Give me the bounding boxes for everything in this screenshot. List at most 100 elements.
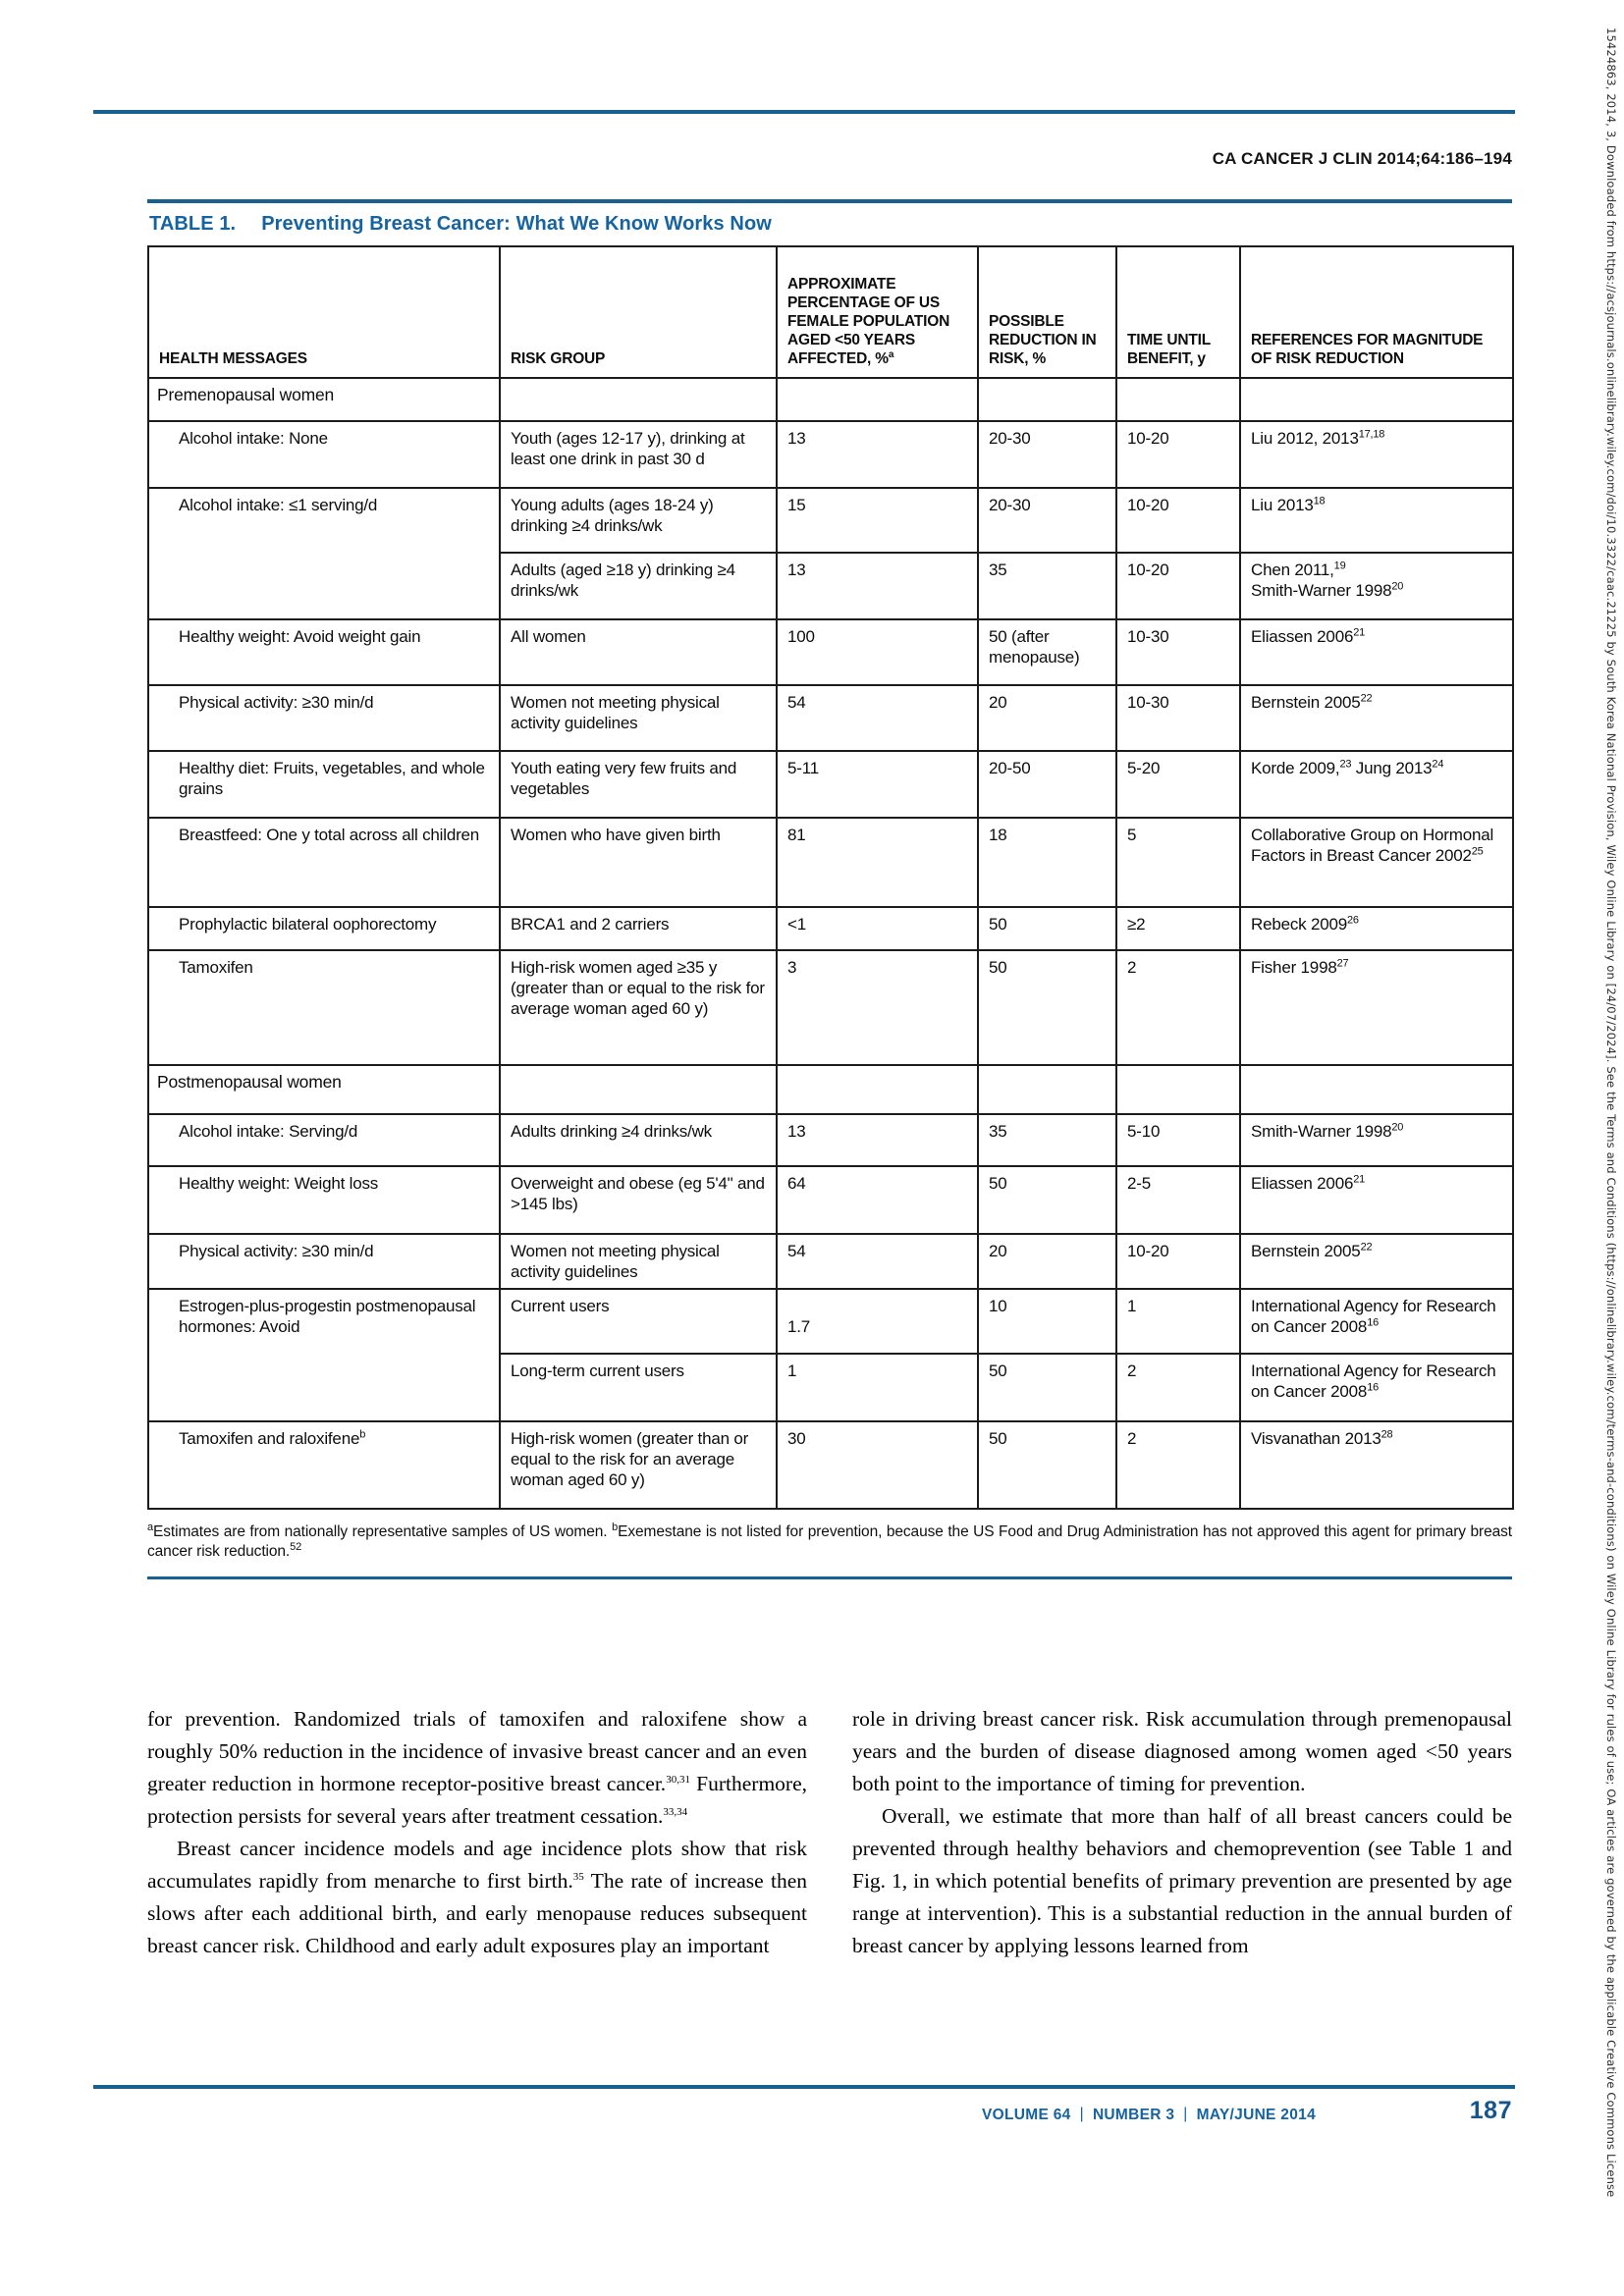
- column-header: APPROXIMATE PERCENTAGE OF US FEMALE POPU…: [776, 245, 979, 379]
- section-empty-cell: [1115, 1064, 1241, 1115]
- reduction-cell: 20: [977, 1233, 1117, 1290]
- section-empty-cell: [1115, 377, 1241, 422]
- column-header: HEALTH MESSAGES: [147, 245, 501, 379]
- pct-cell: 81: [776, 817, 979, 908]
- time-cell: ≥2: [1115, 906, 1241, 951]
- table-row: Physical activity: ≥30 min/d Women not me…: [147, 684, 1514, 752]
- section-empty-cell: [499, 1064, 778, 1115]
- refs-cell: Eliassen 200621: [1239, 618, 1514, 686]
- table-row: Healthy weight: Weight loss Overweight an…: [147, 1165, 1514, 1235]
- risk-cell: Youth (ages 12-17 y), drinking at least …: [499, 420, 778, 489]
- pct-cell: 54: [776, 1233, 979, 1290]
- column-header: RISK GROUP: [499, 245, 778, 379]
- time-cell: 5-20: [1115, 750, 1241, 819]
- table-row: Adults (aged ≥18 y) drinking ≥4 drinks/w…: [148, 552, 1514, 620]
- running-head: CA CANCER J CLIN 2014;64:186–194: [1212, 149, 1512, 168]
- page-number: 187: [1469, 2097, 1512, 2124]
- time-cell: 2-5: [1115, 1165, 1241, 1235]
- reduction-cell: 20-30: [977, 420, 1117, 489]
- time-cell: 10-20: [1115, 487, 1241, 554]
- time-cell: 10-20: [1115, 552, 1241, 620]
- refs-cell: Bernstein 200522: [1239, 1233, 1514, 1290]
- pct-cell: 100: [776, 618, 979, 686]
- table-header-row: HEALTH MESSAGES RISK GROUP APPROXIMATE PER…: [147, 245, 1514, 379]
- pct-cell: 3: [776, 949, 979, 1066]
- health-cell: Tamoxifen: [147, 949, 501, 1066]
- table-row: Breastfeed: One y total across all child…: [147, 817, 1514, 908]
- pct-cell: 54: [776, 684, 979, 752]
- sidebar-license-text: 15424863, 2014, 3, Downloaded from https…: [1604, 27, 1618, 2198]
- reduction-cell: 50 (after menopause): [977, 618, 1117, 686]
- header-rule: [93, 110, 1515, 114]
- reduction-cell: 50: [977, 1353, 1117, 1422]
- pct-cell: <1: [776, 906, 979, 951]
- reduction-cell: 50: [977, 1165, 1117, 1235]
- column-header: TIME UNTIL BENEFIT, y: [1115, 245, 1241, 379]
- time-cell: 2: [1115, 949, 1241, 1066]
- table-row: Alcohol intake: None Youth (ages 12-17 y)…: [147, 420, 1514, 489]
- pct-cell: 13: [776, 1113, 979, 1167]
- risk-cell: Women not meeting physical activity guid…: [499, 684, 778, 752]
- health-cell: Physical activity: ≥30 min/d: [147, 684, 501, 752]
- time-cell: 2: [1115, 1353, 1241, 1422]
- table-row: Alcohol intake: ≤1 serving/d Young adults…: [147, 487, 1514, 620]
- footer-separator: |: [1079, 2106, 1084, 2122]
- refs-cell: Fisher 199827: [1239, 949, 1514, 1066]
- health-cell: Tamoxifen and raloxifeneb: [147, 1420, 501, 1510]
- section-label: Premenopausal women: [147, 377, 501, 422]
- health-cell: Estrogen-plus-progestin postmenopausal h…: [147, 1288, 501, 1422]
- footer-volume-info: VOLUME 64 | NUMBER 3 | MAY/JUNE 2014: [982, 2106, 1316, 2124]
- pct-cell: 13: [776, 552, 979, 620]
- risk-cell: Youth eating very few fruits and vegetab…: [499, 750, 778, 819]
- health-cell: Healthy weight: Avoid weight gain: [147, 618, 501, 686]
- reduction-cell: 18: [977, 817, 1117, 908]
- table-title: TABLE 1. Preventing Breast Cancer: What W…: [149, 213, 1512, 236]
- body-paragraph: role in driving breast cancer risk. Risk…: [852, 1707, 1512, 1795]
- section-row: Postmenopausal women: [147, 1064, 1514, 1115]
- refs-cell: International Agency for Research on Can…: [1239, 1353, 1514, 1422]
- section-empty-cell: [1239, 377, 1514, 422]
- table-row: Tamoxifen High-risk women aged ≥35 y (gre…: [147, 949, 1514, 1066]
- refs-cell: Korde 2009,23 Jung 201324: [1239, 750, 1514, 819]
- body-column-left: for prevention. Randomized trials of tam…: [147, 1703, 807, 1962]
- reduction-cell: 50: [977, 949, 1117, 1066]
- article-body: for prevention. Randomized trials of tam…: [147, 1703, 1512, 1962]
- time-cell: 2: [1115, 1420, 1241, 1510]
- risk-cell: BRCA1 and 2 carriers: [499, 906, 778, 951]
- time-cell: 10-30: [1115, 684, 1241, 752]
- table1-block: TABLE 1. Preventing Breast Cancer: What W…: [147, 199, 1514, 1579]
- risk-cell: Overweight and obese (eg 5'4" and >145 l…: [499, 1165, 778, 1235]
- pct-cell: 30: [776, 1420, 979, 1510]
- refs-cell: Smith-Warner 199820: [1239, 1113, 1514, 1167]
- health-cell: Alcohol intake: None: [147, 420, 501, 489]
- section-row: Premenopausal women: [147, 377, 1514, 422]
- table-row: Physical activity: ≥30 min/d Women not me…: [147, 1233, 1514, 1290]
- risk-cell: High-risk women (greater than or equal t…: [499, 1420, 778, 1510]
- health-cell: Prophylactic bilateral oophorectomy: [147, 906, 501, 951]
- refs-cell: Bernstein 200522: [1239, 684, 1514, 752]
- body-paragraph: for prevention. Randomized trials of tam…: [147, 1707, 808, 1828]
- reduction-cell: 50: [977, 1420, 1117, 1510]
- prevention-table: HEALTH MESSAGES RISK GROUP APPROXIMATE PER…: [147, 245, 1514, 1510]
- table-row: Alcohol intake: Serving/d Adults drinking…: [147, 1113, 1514, 1167]
- time-cell: 5: [1115, 817, 1241, 908]
- pct-cell: 64: [776, 1165, 979, 1235]
- column-header: REFERENCES FOR MAGNITUDE OF RISK REDUCTI…: [1239, 245, 1514, 379]
- refs-cell: Liu 201318: [1239, 487, 1514, 554]
- section-label: Postmenopausal women: [147, 1064, 501, 1115]
- footer-volume-part: MAY/JUNE 2014: [1196, 2107, 1316, 2123]
- footer-separator: |: [1183, 2106, 1188, 2122]
- reduction-cell: 10: [977, 1288, 1117, 1355]
- time-cell: 10-20: [1115, 1233, 1241, 1290]
- health-cell: Alcohol intake: ≤1 serving/d: [147, 487, 501, 620]
- section-empty-cell: [776, 1064, 979, 1115]
- table-footnote: aEstimates are from nationally represent…: [147, 1521, 1512, 1560]
- section-empty-cell: [977, 1064, 1117, 1115]
- table-row: Long-term current users 1 50 2 International…: [148, 1353, 1514, 1422]
- health-cell: Healthy diet: Fruits, vegetables, and wh…: [147, 750, 501, 819]
- health-cell: Healthy weight: Weight loss: [147, 1165, 501, 1235]
- table-row: Estrogen-plus-progestin postmenopausal h…: [147, 1288, 1514, 1422]
- body-paragraph: Overall, we estimate that more than half…: [852, 1804, 1512, 1957]
- section-empty-cell: [977, 377, 1117, 422]
- body-paragraph: Breast cancer incidence models and age i…: [147, 1837, 807, 1957]
